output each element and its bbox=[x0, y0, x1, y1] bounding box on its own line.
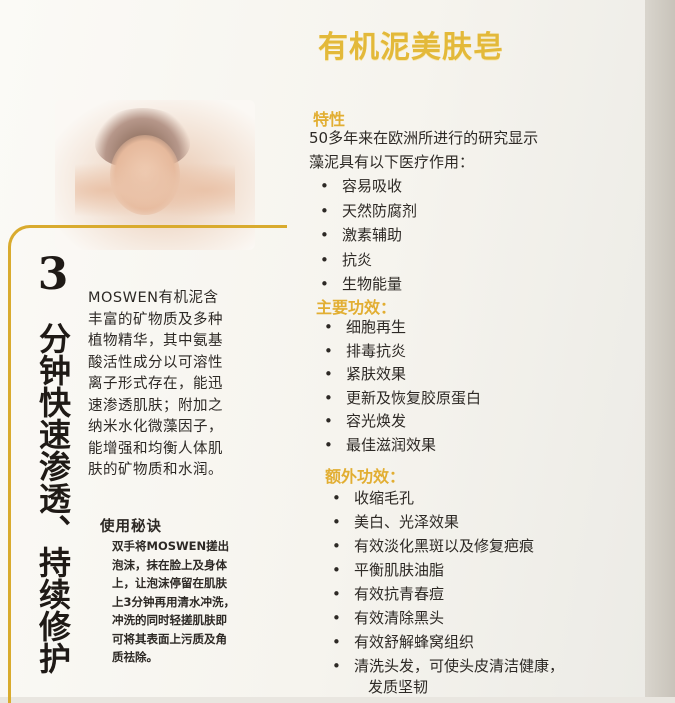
product-title: 有机泥美肤皂 bbox=[318, 30, 504, 65]
usage-line: 可将其表面上污质及角 bbox=[112, 631, 227, 646]
list-item: 细胞再生 bbox=[322, 316, 481, 340]
intro-line: 纳米水化微藻因子， bbox=[88, 419, 223, 435]
headline: 3 分钟快速渗透、持续修护 bbox=[18, 250, 88, 695]
list-item: 有效抗青春痘 bbox=[330, 582, 564, 606]
features-list: 容易吸收 天然防腐剂 激素辅助 抗炎 生物能量 bbox=[318, 174, 417, 297]
list-item: 有效清除黑头 bbox=[330, 606, 564, 630]
woman-washing-face-photo bbox=[55, 100, 255, 250]
headline-vertical-text: 分钟快速渗透、持续修护 bbox=[34, 321, 72, 674]
usage-line: 上3分钟再用清水冲洗， bbox=[112, 594, 236, 609]
intro-line: 肤的矿物质和水润。 bbox=[88, 462, 223, 478]
usage-line: 冲洗的同时轻搓肌肤即 bbox=[112, 613, 227, 627]
usage-line: 上，让泡沫停留在肌肤 bbox=[112, 576, 227, 590]
list-item: 天然防腐剂 bbox=[318, 199, 417, 224]
usage-title: 使用秘诀 bbox=[100, 519, 162, 535]
usage-paragraph: 双手将MOSWEN搓出 泡沫，抹在脸上及身体 上，让泡沫停留在肌肤 上3分钟再用… bbox=[112, 537, 284, 667]
intro-line: 植物精华，其中氨基 bbox=[88, 333, 223, 349]
list-item: 有效淡化黑斑以及修复疤痕 bbox=[330, 534, 564, 558]
features-intro-line: 50多年来在欧洲所进行的研究显示 bbox=[309, 129, 539, 147]
list-item: 清洗头发，可使头皮清洁健康， bbox=[330, 654, 564, 678]
usage-line: 质祛除。 bbox=[112, 650, 158, 664]
photo-hands bbox=[75, 155, 235, 225]
intro-paragraph: MOSWEN有机泥含 丰富的矿物质及多种 植物精华，其中氨基 酸活性成分以可溶性… bbox=[88, 288, 278, 482]
intro-line: MOSWEN有机泥含 bbox=[88, 290, 219, 306]
extra-benefits-heading: 额外功效： bbox=[325, 467, 406, 486]
intro-line: 丰富的矿物质及多种 bbox=[88, 311, 223, 328]
features-intro: 50多年来在欧洲所进行的研究显示 藻泥具有以下医疗作用： bbox=[309, 126, 538, 174]
main-benefits-list: 细胞再生 排毒抗炎 紧肤效果 更新及恢复胶原蛋白 容光焕发 最佳滋润效果 bbox=[322, 316, 481, 457]
intro-line: 酸活性成分以可溶性 bbox=[88, 354, 223, 371]
intro-line: 离子形式存在，能迅 bbox=[88, 376, 223, 392]
list-item: 平衡肌肤油脂 bbox=[330, 558, 564, 582]
extra-benefits-continuation: 发质坚韧 bbox=[368, 678, 429, 696]
extra-benefits-list: 收缩毛孔 美白、光泽效果 有效淡化黑斑以及修复疤痕 平衡肌肤油脂 有效抗青春痘 … bbox=[330, 486, 564, 678]
intro-line: 速渗透肌肤；附加之 bbox=[88, 397, 223, 414]
features-intro-line: 藻泥具有以下医疗作用： bbox=[309, 153, 475, 171]
list-item: 最佳滋润效果 bbox=[322, 434, 481, 458]
list-item: 紧肤效果 bbox=[322, 363, 481, 387]
list-item: 容易吸收 bbox=[318, 174, 417, 199]
features-heading: 特性 bbox=[313, 110, 346, 129]
gold-frame bbox=[8, 225, 287, 703]
list-item: 收缩毛孔 bbox=[330, 486, 564, 510]
main-benefits-heading: 主要功效： bbox=[316, 298, 397, 317]
intro-line: 能增强和均衡人体肌 bbox=[88, 440, 223, 457]
list-item: 抗炎 bbox=[318, 248, 417, 273]
list-item: 排毒抗炎 bbox=[322, 340, 481, 364]
list-item: 美白、光泽效果 bbox=[330, 510, 564, 534]
page-edge bbox=[645, 0, 675, 697]
headline-number: 3 bbox=[37, 249, 69, 300]
usage-line: 双手将MOSWEN搓出 bbox=[112, 539, 230, 553]
list-item: 有效舒解蜂窝组织 bbox=[330, 630, 564, 654]
list-item: 激素辅助 bbox=[318, 223, 417, 248]
list-item: 更新及恢复胶原蛋白 bbox=[322, 387, 481, 411]
list-item: 生物能量 bbox=[318, 272, 417, 297]
list-item: 容光焕发 bbox=[322, 410, 481, 434]
usage-line: 泡沫，抹在脸上及身体 bbox=[112, 557, 227, 572]
